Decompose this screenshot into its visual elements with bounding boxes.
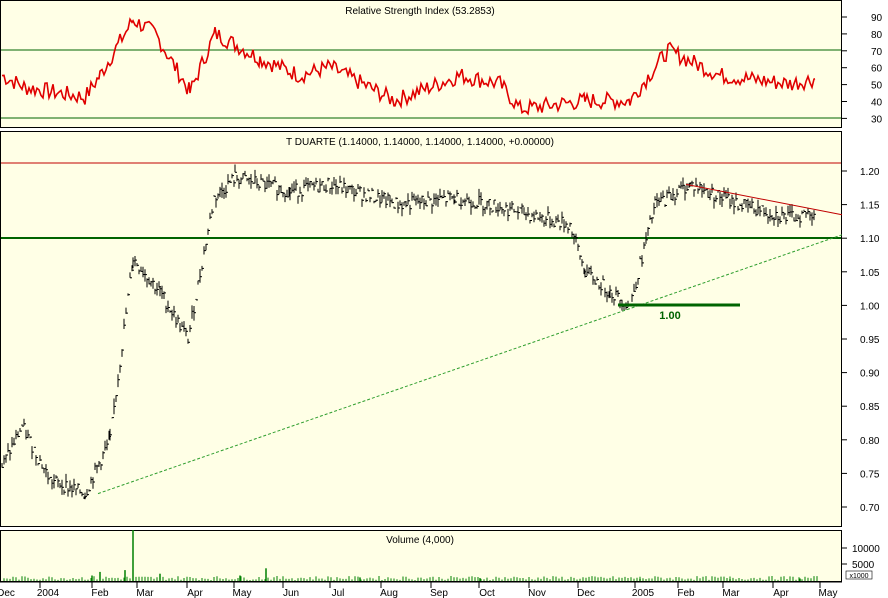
rsi-tick-label: 70: [871, 47, 883, 58]
price-tick-label: 0.80: [860, 436, 880, 447]
price-panel-border: [0, 131, 842, 527]
price-tick-label: 1.10: [860, 234, 880, 245]
support-label: 1.00: [659, 310, 680, 322]
x-tick-label: Mar: [722, 588, 740, 598]
rsi-panel-border: [0, 0, 842, 128]
volume-tick-label: 5000: [852, 560, 875, 571]
x-tick-label: May: [233, 588, 252, 598]
x-tick-label: Aug: [380, 588, 398, 598]
x-tick-label: Nov: [528, 588, 546, 598]
x-tick-label: Feb: [91, 588, 109, 598]
volume-panel-bg: [0, 530, 842, 582]
price-tick-label: 1.00: [860, 301, 880, 312]
x-tick-label: Sep: [430, 588, 448, 598]
x-tick-label: Feb: [677, 588, 695, 598]
rsi-tick-label: 80: [871, 30, 883, 41]
price-tick-label: 1.05: [860, 268, 880, 279]
price-tick-label: 1.15: [860, 201, 880, 212]
rsi-tick-label: 60: [871, 64, 883, 75]
price-tick-label: 0.85: [860, 402, 880, 413]
volume-scale-box: [845, 570, 873, 580]
x-tick-label: Oct: [479, 588, 495, 598]
price-tick-label: 0.95: [860, 335, 880, 346]
price-tick-label: 0.90: [860, 369, 880, 380]
rsi-tick-label: 30: [871, 114, 883, 125]
price-title: T DUARTE (1.14000, 1.14000, 1.14000, 1.1…: [286, 137, 554, 148]
rsi-panel-bg: [0, 0, 842, 128]
x-tick-label: Dec: [577, 588, 595, 598]
price-tick-label: 1.20: [860, 167, 880, 178]
volume-scale-label: x1000: [849, 573, 868, 580]
rsi-series-line: [1, 17, 816, 116]
rsi-title: Relative Strength Index (53.2853): [345, 6, 495, 17]
price-tick-label: 0.70: [860, 503, 880, 514]
x-tick-label: 2004: [37, 588, 60, 598]
x-tick-label: Mar: [136, 588, 154, 598]
price-tick-label: 0.75: [860, 469, 880, 480]
rsi-tick-label: 40: [871, 98, 883, 109]
rsi-tick-label: 90: [871, 13, 883, 24]
downtrend-line: [685, 183, 843, 216]
x-tick-label: Jul: [332, 588, 345, 598]
x-tick-label: Dec: [0, 588, 15, 598]
volume-tick-label: 10000: [852, 544, 880, 555]
x-tick-label: Apr: [773, 588, 789, 598]
volume-title: Volume (4,000): [386, 535, 454, 546]
x-tick-label: Apr: [187, 588, 203, 598]
x-tick-label: May: [819, 588, 838, 598]
x-tick-label: Jun: [283, 588, 299, 598]
x-tick-label: 2005: [632, 588, 655, 598]
rsi-tick-label: 50: [871, 81, 883, 92]
uptrend-line: [97, 234, 843, 495]
